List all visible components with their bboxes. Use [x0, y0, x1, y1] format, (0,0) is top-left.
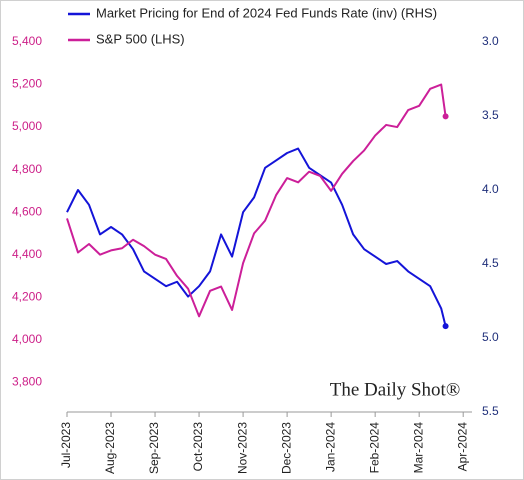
x-tick-label: Jan-2024 [323, 422, 337, 472]
x-tick-label: Jul-2023 [59, 422, 73, 468]
y2-tick-label: 5.0 [482, 330, 499, 344]
y-tick-label: 4,800 [12, 162, 42, 176]
y-tick-label: 5,400 [12, 34, 42, 48]
x-tick-label: Mar-2024 [411, 422, 425, 474]
x-tick-label: Oct-2023 [191, 422, 205, 472]
watermark: The Daily Shot® [330, 379, 461, 400]
y2-tick-label: 4.0 [482, 182, 499, 196]
x-tick-label: Sep-2023 [147, 422, 161, 474]
y-tick-label: 3,800 [12, 374, 42, 388]
legend-label: S&P 500 (LHS) [96, 31, 185, 46]
end-point [442, 113, 449, 120]
y-tick-label: 4,000 [12, 332, 42, 346]
y2-tick-label: 5.5 [482, 404, 499, 418]
y-tick-label: 4,600 [12, 204, 42, 218]
x-tick-label: Nov-2023 [235, 422, 249, 474]
y2-tick-label: 3.5 [482, 108, 499, 122]
series-line [66, 147, 447, 327]
series-line [66, 83, 447, 318]
end-point [442, 323, 449, 330]
x-tick-label: Apr-2024 [455, 422, 469, 472]
y2-tick-label: 4.5 [482, 256, 499, 270]
y-tick-label: 4,400 [12, 247, 42, 261]
x-tick-label: Dec-2023 [279, 422, 293, 474]
legend-label: Market Pricing for End of 2024 Fed Funds… [96, 5, 437, 20]
x-tick-label: Aug-2023 [103, 422, 117, 474]
y-tick-label: 5,000 [12, 119, 42, 133]
y2-tick-label: 3.0 [482, 34, 499, 48]
y-tick-label: 5,200 [12, 77, 42, 91]
y-tick-label: 4,200 [12, 289, 42, 303]
x-tick-label: Feb-2024 [367, 422, 381, 474]
